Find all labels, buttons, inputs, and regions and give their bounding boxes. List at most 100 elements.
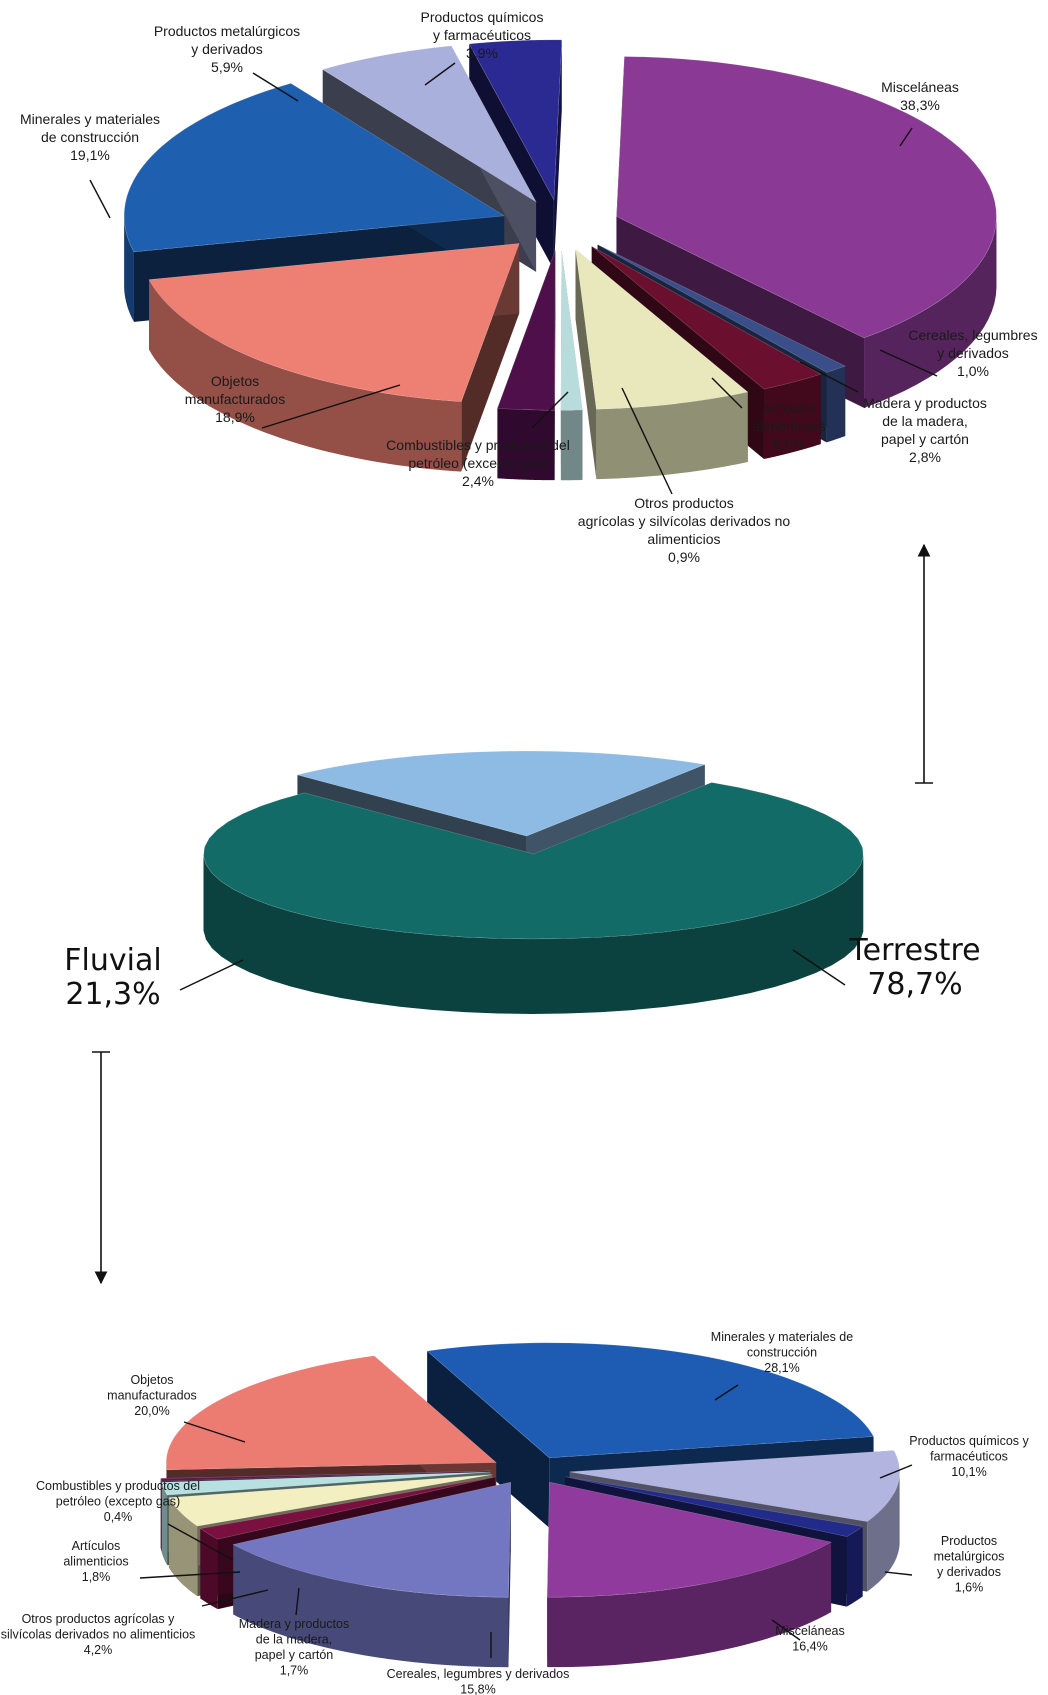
slice-label: papel y cartón — [881, 431, 969, 447]
slice-label: papel y cartón — [255, 1648, 334, 1662]
leader-line — [252, 72, 299, 102]
slice-label: silvícolas derivados no alimenticios — [1, 1628, 196, 1642]
slice-label: y derivados — [191, 41, 263, 57]
slice-value: 20,0% — [134, 1404, 169, 1418]
label-madera-y-productos-de-la-madera-papel-y-carton: Madera y productos de la madera, papel y c… — [863, 395, 987, 465]
slice-label: Otros productos agrícolas y — [22, 1612, 176, 1626]
slice-label: Combustibles y productos del — [386, 437, 570, 453]
slice-value: 38,3% — [900, 97, 940, 113]
leader-line — [183, 1421, 246, 1443]
slice-value: 2,4% — [462, 473, 494, 489]
slice-label: petróleo (excepto gas) — [408, 455, 547, 471]
label-productos-quimicos-y-farmaceuticos: Productos químicos y farmacéuticos 3,9% — [421, 9, 544, 61]
leader-line — [621, 387, 673, 495]
slice-label: Minerales y materiales de — [711, 1330, 853, 1344]
slice-label: Productos químicos — [421, 9, 544, 25]
slice-label: Madera y productos — [239, 1617, 349, 1631]
label-minerales-y-materiales-de-construccion: Minerales y materiales de construcción28,… — [711, 1330, 853, 1375]
slice-label: Productos metalúrgicos — [154, 23, 300, 39]
slice-value: 1,0% — [957, 363, 989, 379]
slice-label: Combustibles y productos del — [36, 1479, 200, 1493]
slice-label: agrícolas y silvícolas derivados no — [578, 513, 791, 529]
connector-arrows — [92, 543, 933, 1285]
leader-line — [167, 1523, 234, 1561]
slice-label: y derivados — [937, 345, 1009, 361]
leader-line — [711, 377, 743, 409]
slice-cereales-legumbres-y-derivados — [232, 1481, 512, 1668]
slice-value: 21,3% — [65, 977, 160, 1012]
slice-label: Cereales, legumbres — [908, 327, 1037, 343]
slice-label: Cereales, legumbres y derivados — [387, 1667, 570, 1681]
slice-label: y farmacéuticos — [433, 27, 531, 43]
leader-line — [201, 1589, 269, 1607]
leader-line — [179, 959, 244, 991]
slice-label: construcción — [747, 1346, 817, 1360]
label-minerales-y-materiales-de-construccion: Minerales y materiales de construcción 19,… — [20, 111, 160, 163]
slice-value: 3,9% — [466, 45, 498, 61]
leader-line — [884, 1571, 913, 1576]
slice-value: 19,1% — [70, 147, 110, 163]
slice-label: de la madera, — [882, 413, 968, 429]
slice-value: 16,4% — [792, 1640, 827, 1654]
slice-value: 2,8% — [909, 449, 941, 465]
label-combustibles-y-productos-del-petroleo-excepto-gas: Combustibles y productos del petróleo (ex… — [386, 437, 570, 489]
slice-otros-productos-agricolas-y-silvicolas-derivados-no-alimenticios — [560, 250, 583, 481]
leader-line — [799, 361, 859, 393]
label-miscelaneas: Misceláneas 38,3% — [881, 79, 959, 113]
slice-value: 0,9% — [668, 549, 700, 565]
slice-label: Artículos — [762, 400, 816, 416]
leader-line — [531, 391, 569, 429]
leader-line — [899, 127, 913, 147]
slice-value: 78,7% — [867, 967, 962, 1002]
slice-label: alimenticios — [752, 418, 825, 434]
slice-label: de construcción — [41, 129, 139, 145]
label-objetos-manufacturados: Objetos manufacturados 18,9% — [185, 373, 285, 425]
slice-label: Objetos — [130, 1373, 173, 1387]
slice-value: 1,7% — [280, 1664, 309, 1678]
label-cereales-legumbres-y-derivados: Cereales, legumbres y derivados 1,0% — [908, 327, 1037, 379]
slice-combustibles-y-productos-del-petroleo-excepto-gas — [497, 250, 556, 481]
slice-label: petróleo (excepto gas) — [56, 1495, 180, 1509]
slice-miscelaneas — [546, 1481, 832, 1668]
label-miscelaneas: Misceláneas 16,4% — [775, 1624, 844, 1654]
slice-label: Artículos — [72, 1539, 121, 1553]
label-otros-productos-agricolas-y-silvicolas-derivados-no-alimenticios: Otros productos agrícolas y silvícolas de… — [1, 1612, 196, 1657]
leader-line — [714, 1384, 739, 1401]
leader-line — [139, 1571, 241, 1579]
slice-objetos-manufacturados — [148, 243, 520, 472]
pie-modo — [203, 750, 864, 1014]
leader-line — [295, 1587, 300, 1616]
slice-value: 18,9% — [215, 409, 255, 425]
leader-line — [771, 1619, 801, 1641]
leader-line — [424, 62, 456, 86]
slice-terrestre — [203, 782, 864, 1014]
slice-label: farmacéuticos — [930, 1450, 1008, 1464]
label-cereales-legumbres-y-derivados: Cereales, legumbres y derivados 15,8% — [387, 1667, 570, 1695]
slice-value: 1,6% — [955, 1581, 984, 1595]
slice-label: manufacturados — [107, 1389, 197, 1403]
slice-label: Terrestre — [848, 933, 980, 968]
slice-label: alimenticios — [647, 531, 720, 547]
leader-line — [792, 949, 846, 986]
slice-label: Otros productos — [634, 495, 734, 511]
slice-value: 0,4% — [104, 1510, 133, 1524]
slice-label: Misceláneas — [881, 79, 959, 95]
slice-label: Fluvial — [64, 943, 161, 978]
leader-line — [89, 179, 111, 219]
label-combustibles-y-productos-del-petroleo-excepto-gas: Combustibles y productos del petróleo (ex… — [36, 1479, 200, 1524]
label-articulos-alimenticios: Artículos alimenticios 6,6% — [752, 400, 825, 452]
slice-label: Productos químicos y — [909, 1434, 1029, 1448]
slice-label: y derivados — [937, 1565, 1001, 1579]
slice-value: 10,1% — [951, 1465, 986, 1479]
pie-terrestre — [123, 39, 997, 481]
slice-label: Madera y productos — [863, 395, 987, 411]
leader-line — [261, 384, 401, 429]
leader-line — [879, 1464, 913, 1479]
slice-value: 5,9% — [211, 59, 243, 75]
slice-value: 6,6% — [773, 436, 805, 452]
